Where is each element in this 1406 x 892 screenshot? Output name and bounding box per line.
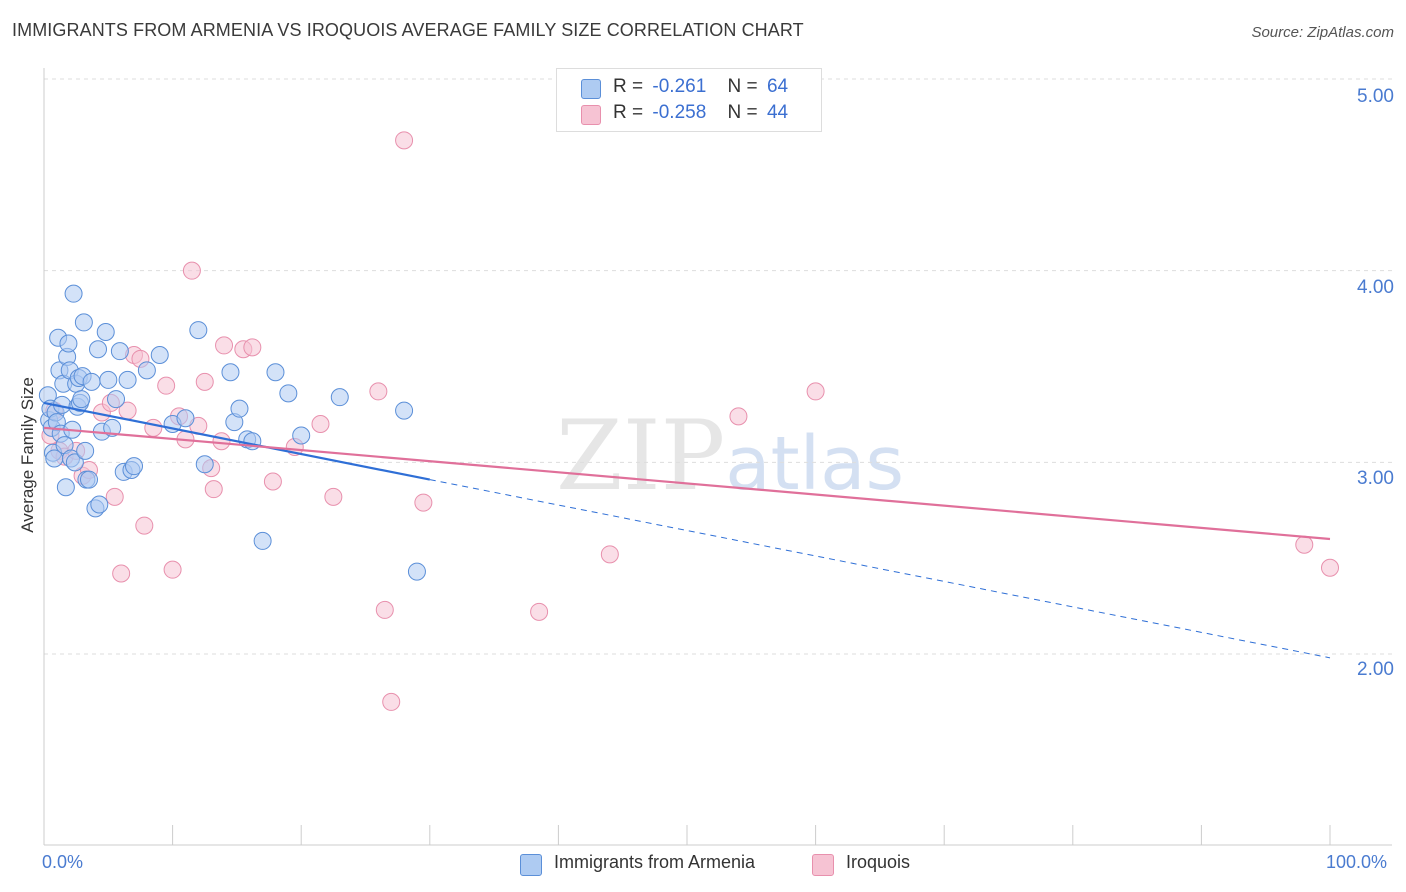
n-value: 44 <box>766 102 789 123</box>
legend-swatch-blue <box>581 79 601 99</box>
r-value: -0.258 <box>652 102 707 123</box>
watermark-atlas: atlas <box>725 421 905 507</box>
armenia-point <box>74 313 93 332</box>
armenia-point <box>76 441 95 460</box>
armenia-point <box>292 426 311 445</box>
iroquois-point <box>157 376 176 395</box>
r-label: R = <box>613 102 644 123</box>
y-tick-label: 3.00 <box>1357 468 1394 489</box>
armenia-point <box>89 340 108 359</box>
armenia-trend-line <box>43 401 431 481</box>
iroquois-point <box>375 600 394 619</box>
armenia-point <box>407 562 426 581</box>
watermark: ZIPatlas <box>556 400 904 512</box>
iroquois-point <box>311 415 330 433</box>
armenia-point <box>80 470 99 489</box>
chart-title: IMMIGRANTS FROM ARMENIA VS IROQUOIS AVER… <box>12 20 804 40</box>
trend-lines <box>43 401 1331 659</box>
armenia-point <box>65 453 84 472</box>
armenia-point <box>118 370 137 389</box>
iroquois-point <box>105 487 124 506</box>
iroquois-trend-line <box>43 426 1331 541</box>
iroquois-point <box>163 560 182 579</box>
iroquois-point <box>263 472 282 491</box>
armenia-point <box>64 284 83 303</box>
armenia-point <box>150 346 169 364</box>
correlation-legend: R = -0.261 N = 64 R = -0.258 N = 44 <box>556 68 822 132</box>
n-label: N = <box>727 76 758 97</box>
legend-swatch-blue <box>520 854 542 876</box>
source-label: Source: ZipAtlas.com <box>1251 24 1394 41</box>
n-value: 64 <box>766 76 789 97</box>
iroquois-point <box>212 432 231 451</box>
iroquois-point <box>395 131 414 150</box>
armenia-point <box>56 478 75 497</box>
armenia-point <box>103 418 122 437</box>
armenia-trend-extension <box>429 479 1331 659</box>
legend-label: Iroquois <box>846 852 911 872</box>
iroquois-point <box>806 382 825 401</box>
iroquois-point <box>414 493 433 512</box>
armenia-point <box>107 390 126 409</box>
legend-text: R = -0.258 N = 44 <box>613 102 788 124</box>
n-label: N = <box>727 102 758 123</box>
armenia-point <box>266 363 285 382</box>
grid-lines <box>44 78 1392 655</box>
armenia-point <box>221 363 240 382</box>
armenia-point <box>230 399 249 418</box>
iroquois-point <box>215 336 234 355</box>
legend-swatch-pink <box>581 105 601 125</box>
r-value: -0.261 <box>652 76 707 97</box>
armenia-point <box>72 390 91 409</box>
y-tick-label: 5.00 <box>1357 86 1394 107</box>
x-tick-label: 100.0% <box>1326 852 1388 872</box>
iroquois-point <box>195 372 214 391</box>
iroquois-point <box>204 480 223 499</box>
iroquois-point <box>1321 558 1339 577</box>
armenia-point <box>176 409 195 428</box>
iroquois-point <box>1295 535 1314 554</box>
r-label: R = <box>613 76 644 97</box>
legend-swatch-pink <box>812 854 834 876</box>
iroquois-point <box>600 545 619 564</box>
legend-label: Immigrants from Armenia <box>554 852 756 872</box>
series-armenia <box>38 284 426 581</box>
armenia-point <box>90 495 109 514</box>
armenia-point <box>330 388 349 407</box>
iroquois-point <box>382 692 401 711</box>
iroquois-point <box>182 261 201 280</box>
armenia-point <box>137 361 156 380</box>
x-tick-label: 0.0% <box>42 852 84 872</box>
axes <box>43 68 1392 846</box>
iroquois-point <box>369 382 388 401</box>
armenia-point <box>59 334 78 353</box>
armenia-point <box>82 372 101 391</box>
legend-text: R = -0.261 N = 64 <box>613 76 788 98</box>
iroquois-point <box>243 338 262 357</box>
armenia-point <box>195 455 214 474</box>
iroquois-point <box>729 407 748 426</box>
iroquois-point <box>324 487 343 506</box>
armenia-point <box>96 323 115 341</box>
iroquois-point <box>144 418 163 437</box>
watermark-zip: ZIP <box>556 400 726 512</box>
armenia-point <box>99 370 118 389</box>
iroquois-point <box>135 516 154 535</box>
armenia-point <box>395 401 414 420</box>
iroquois-point <box>112 564 131 583</box>
armenia-point <box>279 384 298 403</box>
y-tick-label: 2.00 <box>1357 659 1394 680</box>
armenia-point <box>253 531 272 550</box>
armenia-point <box>110 342 129 361</box>
iroquois-point <box>530 602 549 621</box>
y-tick-label: 4.00 <box>1357 277 1394 298</box>
armenia-point <box>125 457 144 476</box>
y-axis-label: Average Family Size <box>18 377 37 533</box>
armenia-point <box>189 321 208 340</box>
